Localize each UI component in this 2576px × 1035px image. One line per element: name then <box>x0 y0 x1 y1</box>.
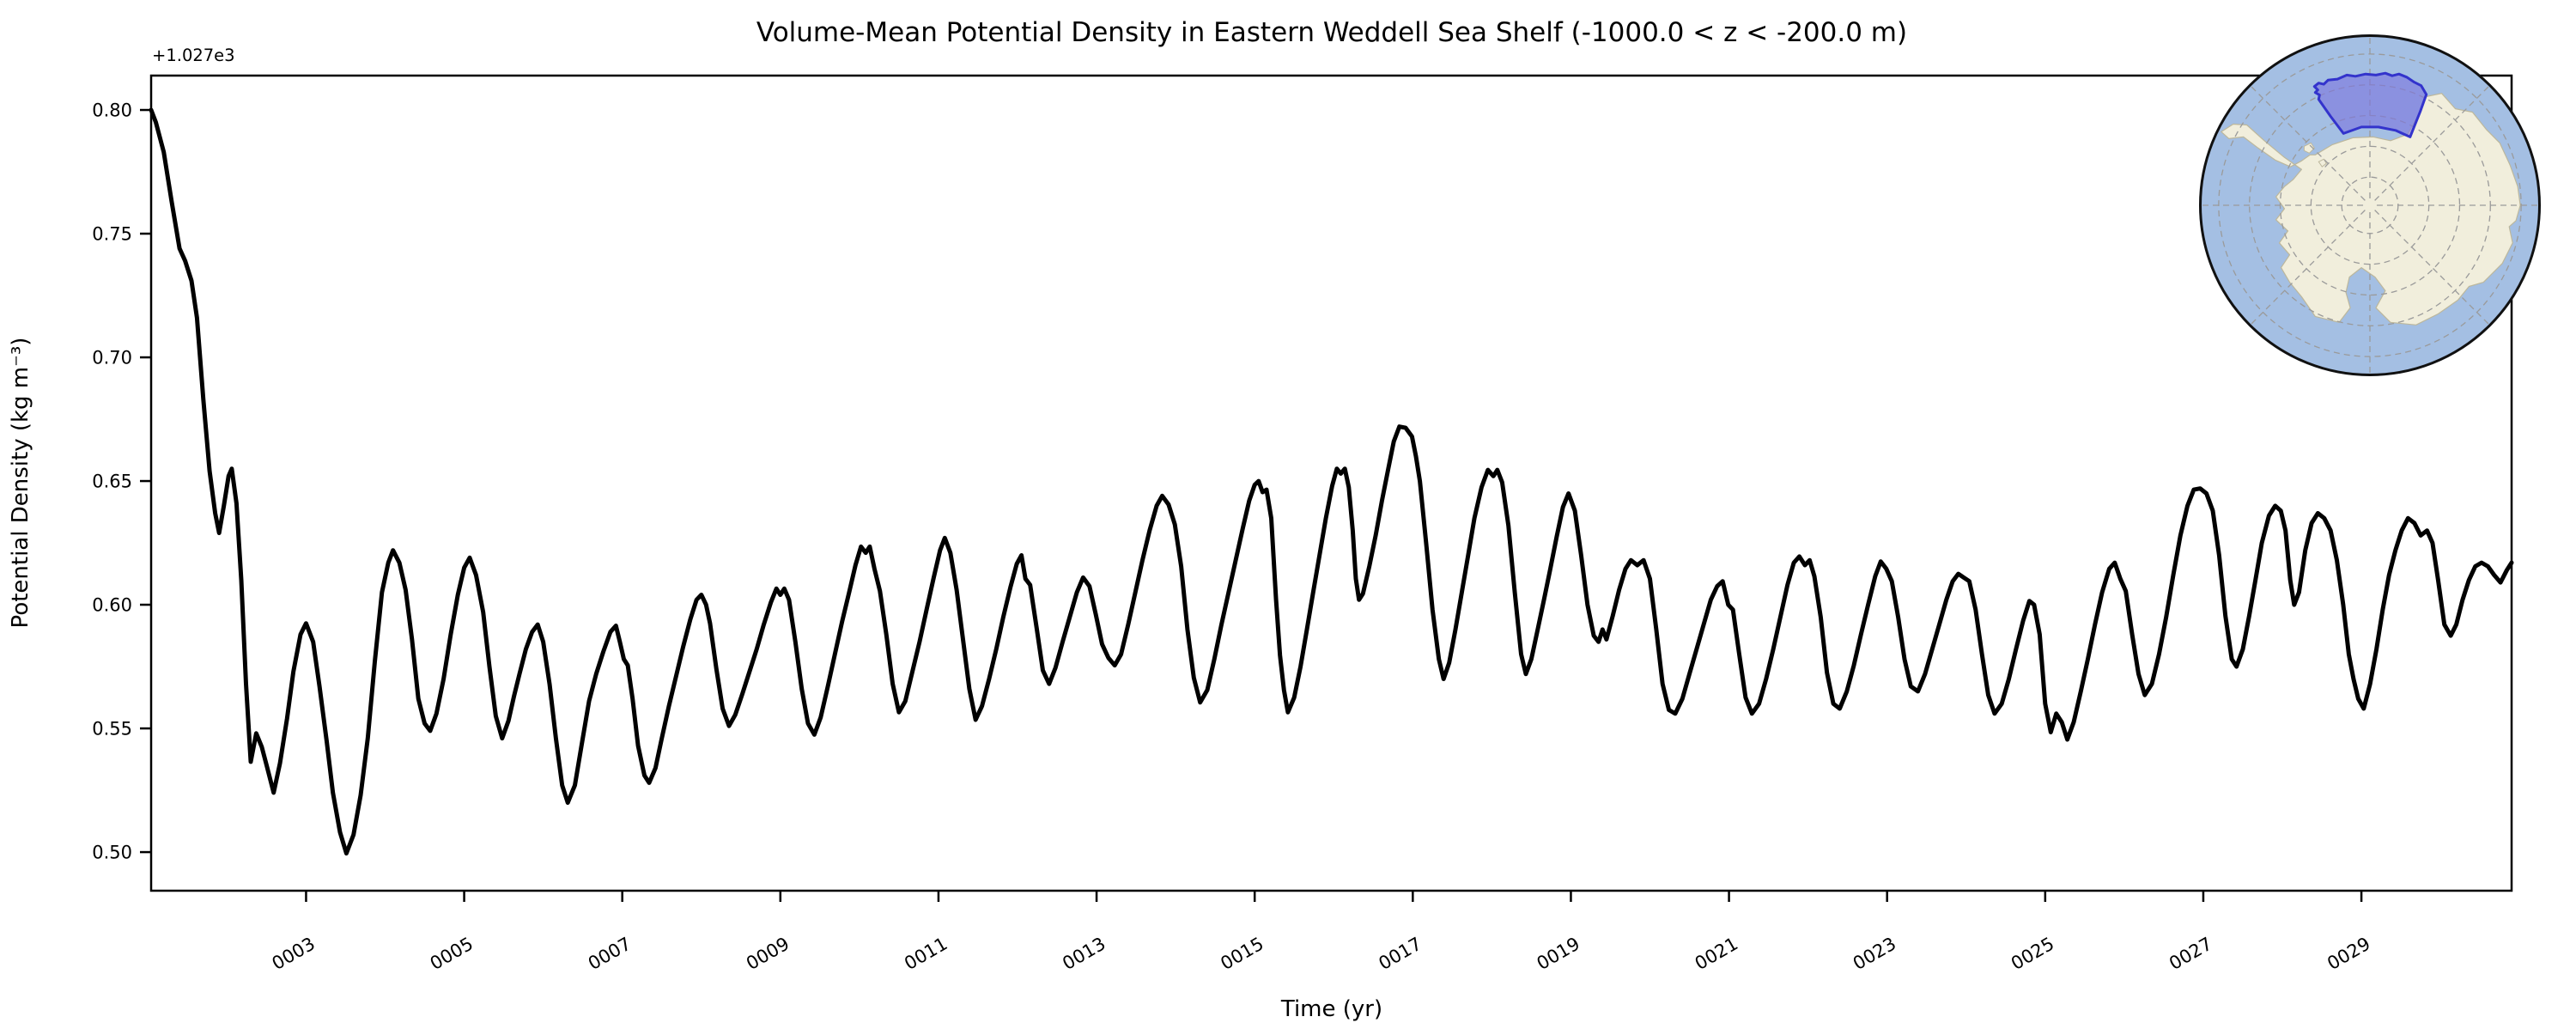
map-border-circle <box>2199 34 2541 376</box>
potential-density-line <box>149 107 2514 855</box>
axes-frame <box>149 74 2513 892</box>
chart-title: Volume-Mean Potential Density in Eastern… <box>756 17 1907 48</box>
y-tick-label: 0.50 <box>92 843 132 863</box>
y-tick-label: 0.75 <box>92 224 132 245</box>
axes-spines <box>149 74 2513 892</box>
highlighted-region-eastern-weddell-shelf <box>2312 71 2428 138</box>
y-tick-label: 0.60 <box>92 595 132 616</box>
graticule-meridian <box>2248 210 2366 327</box>
antarctica-landmass <box>2221 93 2521 326</box>
graticule-meridian <box>2248 83 2366 201</box>
antarctica-inset-map <box>2199 34 2541 376</box>
y-axis-label: Potential Density (kg m⁻³) <box>8 338 33 629</box>
data-series <box>149 107 2514 855</box>
x-axis-label: Time (yr) <box>1280 996 1382 1022</box>
y-tick-label: 0.80 <box>92 100 132 121</box>
y-axis-ticks: 0.50 0.55 0.60 0.65 0.70 0.75 0.80 <box>92 100 151 863</box>
inset-map-content <box>2199 34 2541 376</box>
y-axis-offset-label: +1.027e3 <box>152 46 235 65</box>
map-island <box>2303 142 2315 154</box>
map-island <box>2318 158 2327 167</box>
y-tick-label: 0.70 <box>92 348 132 368</box>
graticule-meridian <box>2374 83 2492 201</box>
y-tick-label: 0.65 <box>92 472 132 492</box>
graticule-meridian <box>2374 210 2492 327</box>
y-tick-label: 0.55 <box>92 719 132 740</box>
